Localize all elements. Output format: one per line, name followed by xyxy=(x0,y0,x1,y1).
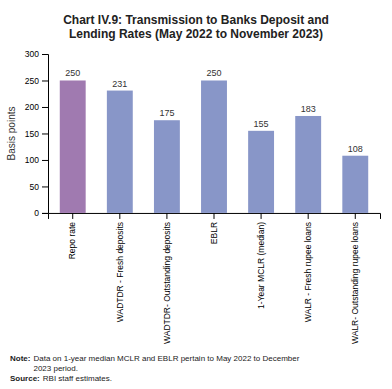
y-tick: 100 xyxy=(25,155,48,165)
y-axis-title: Basis points xyxy=(6,107,17,161)
x-axis-line xyxy=(49,213,381,219)
y-axis: 0 50 100 150 200 250 300 xyxy=(25,49,49,218)
x-tick: WADTDR- Outstanding deposits xyxy=(162,213,172,344)
note-prefix: Note: xyxy=(10,354,30,363)
y-tick-label: 100 xyxy=(25,155,39,165)
notes: Note:Data on 1-year median MCLR and EBLR… xyxy=(10,354,300,383)
note-line: 2023 period. xyxy=(33,364,77,373)
x-tick-label: WALR - Fresh rupee loans xyxy=(303,222,313,322)
x-tick: Repo rate xyxy=(67,213,77,259)
y-tick: 0 xyxy=(34,208,48,218)
bar xyxy=(60,80,86,212)
bar xyxy=(154,120,180,213)
x-tick-mark xyxy=(72,213,73,219)
y-tick: 150 xyxy=(25,129,48,139)
data-label: 231 xyxy=(112,79,127,89)
data-label: 155 xyxy=(254,119,269,129)
y-tick-mark xyxy=(42,80,48,81)
data-label: 250 xyxy=(206,68,221,78)
chart-svg: Chart IV.9: Transmission to Banks Deposi… xyxy=(0,0,392,389)
x-tick: WALR - Fresh rupee loans xyxy=(303,213,313,322)
x-tick-label: WADTDR - Fresh deposits xyxy=(115,222,125,322)
y-tick-label: 200 xyxy=(25,102,39,112)
note-line: RBI staff estimates. xyxy=(43,374,112,383)
x-axis: Repo rate WADTDR - Fresh deposits WADTDR- … xyxy=(49,213,381,344)
x-tick: 1-Year MCLR (median) xyxy=(256,213,266,309)
x-tick-label: Repo rate xyxy=(67,222,77,260)
note-text: RBI staff estimates. xyxy=(43,374,112,383)
data-label: 250 xyxy=(65,68,80,78)
x-tick: WALR- Outstanding rupee loans xyxy=(350,213,360,344)
y-axis-line xyxy=(42,55,49,214)
plot-area xyxy=(60,80,368,212)
x-tick-label: WALR- Outstanding rupee loans xyxy=(350,222,360,344)
title-line: Lending Rates (May 2022 to November 2023… xyxy=(69,27,323,41)
bar xyxy=(201,80,227,212)
y-tick-label: 0 xyxy=(34,208,39,218)
y-tick-label: 150 xyxy=(25,129,39,139)
data-label: 175 xyxy=(159,108,174,118)
note-prefix: Source: xyxy=(10,374,40,383)
x-tick-mark xyxy=(308,213,309,219)
x-tick: WADTDR - Fresh deposits xyxy=(115,213,125,322)
x-tick-mark xyxy=(261,213,262,219)
x-tick-mark xyxy=(355,213,356,219)
data-label: 108 xyxy=(348,144,363,154)
y-tick-mark xyxy=(42,107,48,108)
data-labels: 250 231 175 250 155 183 108 xyxy=(65,68,363,153)
x-tick-mark xyxy=(214,213,215,219)
bar xyxy=(248,131,274,213)
note-line: Data on 1-year median MCLR and EBLR pert… xyxy=(33,354,299,363)
note-text: Data on 1-year median MCLR and EBLR pert… xyxy=(33,354,299,373)
x-tick: EBLR xyxy=(209,213,219,244)
y-tick-label: 250 xyxy=(25,76,39,86)
y-tick-mark xyxy=(42,54,48,55)
y-tick-mark xyxy=(42,160,48,161)
x-tick-label: WADTDR- Outstanding deposits xyxy=(162,222,172,344)
bar xyxy=(342,156,368,213)
x-tick-mark xyxy=(119,213,120,219)
title-line: Chart IV.9: Transmission to Banks Deposi… xyxy=(63,13,329,27)
y-tick-mark xyxy=(42,213,48,214)
y-tick: 50 xyxy=(30,182,48,192)
y-tick: 200 xyxy=(25,102,48,112)
y-tick-mark xyxy=(42,186,48,187)
y-tick: 250 xyxy=(25,76,48,86)
x-tick-label: 1-Year MCLR (median) xyxy=(256,222,266,309)
x-tick-label: EBLR xyxy=(209,222,219,244)
bar xyxy=(295,116,321,213)
x-tick-mark xyxy=(166,213,167,219)
data-label: 183 xyxy=(301,104,316,114)
chart-title: Chart IV.9: Transmission to Banks Deposi… xyxy=(63,13,329,41)
y-tick-mark xyxy=(42,133,48,134)
chart-container: Chart IV.9: Transmission to Banks Deposi… xyxy=(0,0,392,389)
bar xyxy=(107,91,133,213)
y-tick-label: 300 xyxy=(25,49,39,59)
y-tick-label: 50 xyxy=(30,182,40,192)
y-tick: 300 xyxy=(25,49,48,59)
